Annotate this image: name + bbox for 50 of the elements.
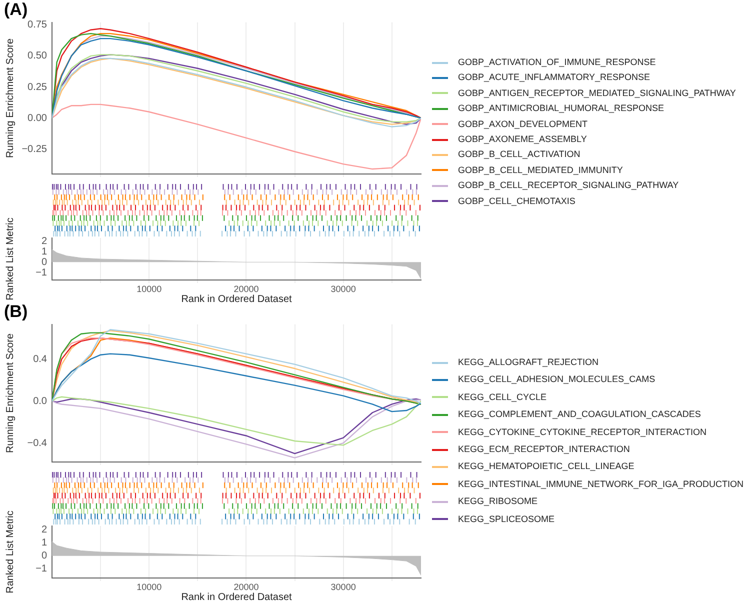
y-tick-label: −0.4 [27,438,48,449]
y-tick-label: 0 [41,550,48,562]
legend-label: GOBP_AXONEME_ASSEMBLY [457,133,587,145]
y-tick-label: 0.75 [28,20,48,31]
legend-label: GOBP_CELL_CHEMOTAXIS [457,194,576,207]
y-tick-label: 0.4 [33,354,48,365]
legend-label: KEGG_COMPLEMENT_AND_COAGULATION_CASCADES [457,408,701,420]
legend-label: GOBP_B_CELL_MEDIATED_IMMUNITY [457,164,623,176]
x-tick-label: 30000 [330,284,356,294]
legend-label: GOBP_ACTIVATION_OF_IMMUNE_RESPONSE [457,56,656,68]
x-tick-label: 20000 [234,582,259,592]
x-tick-label: 10000 [136,284,162,294]
y-tick-label: 0.25 [28,82,48,93]
legend-label: GOBP_AXON_DEVELOPMENT [457,118,588,130]
legend-label: KEGG_HEMATOPOIETIC_CELL_LINEAGE [457,460,634,472]
legend-label: KEGG_RIBOSOME [457,495,538,508]
legend-label: KEGG_SPLICEOSOME [457,512,555,525]
y-tick-label: 0.00 [28,112,48,124]
y-tick-label: 0 [41,256,48,268]
y-axis-title: Running Enrichment Score [4,333,16,453]
legend-label: KEGG_INTESTINAL_IMMUNE_NETWORK_FOR_IGA_PRODUCTION [457,478,744,490]
legend-label: GOBP_ANTIMICROBIAL_HUMORAL_RESPONSE [457,102,664,114]
legend-label: KEGG_ALLOGRAFT_REJECTION [457,356,599,368]
y-tick-label: 2 [41,524,48,536]
legend-label: KEGG_CELL_CYCLE [457,390,547,403]
x-axis-title: Rank in Ordered Dataset [181,294,292,305]
chart-title: (B) [4,302,28,321]
y-tick-label: −1 [36,267,48,278]
legend-label: KEGG_CYTOKINE_CYTOKINE_RECEPTOR_INTERACTION [457,426,707,438]
legend-label: GOBP_B_CELL_ACTIVATION [457,148,580,160]
legend-label: KEGG_CELL_ADHESION_MOLECULES_CAMS [457,373,656,386]
y-tick-label: 1 [41,246,48,258]
legend-label: KEGG_ECM_RECEPTOR_INTERACTION [457,443,630,455]
y-tick-label: 1 [41,538,48,549]
y-axis-title: Running Enrichment Score [4,38,16,158]
x-tick-label: 20000 [234,284,259,294]
x-tick-label: 30000 [330,582,356,592]
y-axis-title: Ranked List Metric [4,218,16,300]
y-tick-label: 0.50 [28,50,48,62]
y-tick-label: −1 [36,564,48,575]
x-axis-title: Rank in Ordered Dataset [181,592,292,603]
y-tick-label: −0.25 [22,144,48,155]
y-tick-label: 0.0 [33,396,48,407]
y-tick-label: 2 [41,236,48,247]
x-tick-label: 10000 [136,582,162,592]
chart-title: (A) [4,0,28,19]
legend-label: GOBP_B_CELL_RECEPTOR_SIGNALING_PATHWAY [457,179,679,192]
legend-label: GOBP_ANTIGEN_RECEPTOR_MEDIATED_SIGNALING_PATHWAY [457,86,736,99]
legend-label: GOBP_ACUTE_INFLAMMATORY_RESPONSE [457,71,650,84]
y-axis-title: Ranked List Metric [4,510,16,594]
